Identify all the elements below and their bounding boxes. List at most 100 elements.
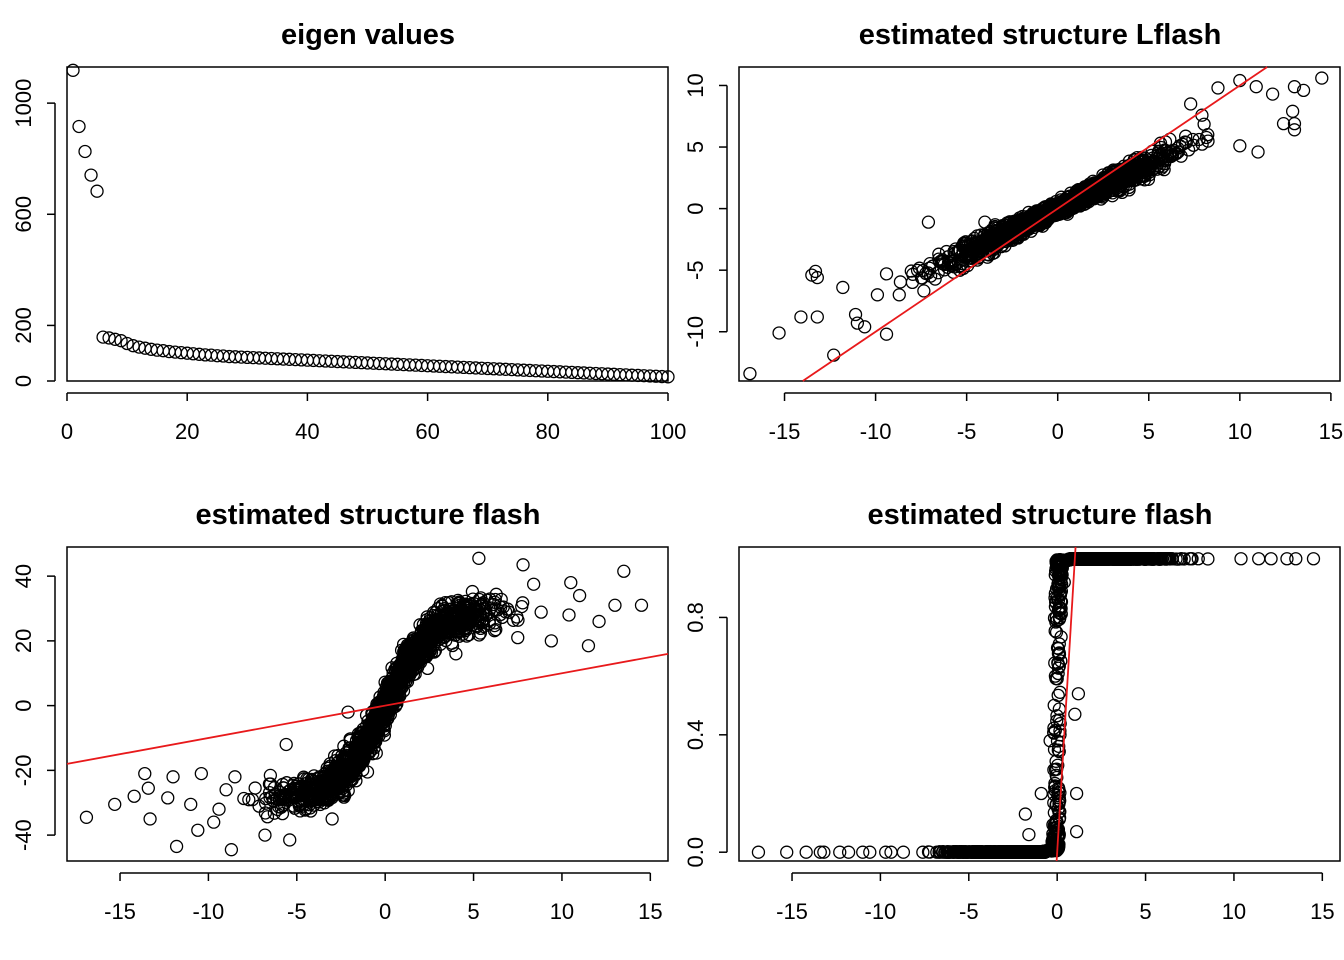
data-point [661, 370, 675, 384]
chart-title: estimated structure Lflash [859, 19, 1222, 51]
data-point [191, 823, 205, 837]
data-point [906, 267, 920, 281]
data-point [655, 369, 669, 384]
data-point [892, 288, 906, 302]
data-point [1285, 104, 1300, 118]
x-tick-label: -10 [193, 899, 225, 924]
data-point [161, 791, 175, 805]
data-point [219, 783, 233, 797]
x-tick-label: 15 [1319, 419, 1343, 444]
data-point [72, 119, 86, 134]
data-point [1287, 123, 1302, 137]
data-point [138, 766, 152, 781]
data-point [1138, 164, 1152, 178]
data-point [212, 802, 226, 816]
data-point [592, 614, 606, 629]
data-point [1199, 130, 1214, 145]
y-tick-label: 0 [11, 375, 36, 387]
panel-structure-flash-1: estimated structure flash -15 -10 -5 0 5 10 15… [11, 499, 669, 924]
x-tick-label: 20 [175, 419, 199, 444]
data-point [810, 310, 824, 324]
data-point [1287, 80, 1302, 94]
data-point [1138, 151, 1152, 165]
data-point [237, 791, 251, 806]
data-point [66, 63, 80, 77]
data-point [1195, 137, 1209, 151]
x-tick-label: -15 [104, 899, 136, 924]
data-point [917, 284, 931, 298]
data-point [572, 588, 587, 603]
data-point [964, 244, 979, 259]
data-point [879, 327, 894, 341]
data-point [976, 238, 990, 252]
data-point [1124, 165, 1138, 180]
x-tick-label: 40 [295, 419, 319, 444]
data-point [224, 843, 239, 857]
data-point [848, 307, 863, 322]
data-point [1178, 135, 1192, 149]
data-point [1296, 83, 1311, 98]
data-point [1251, 145, 1265, 159]
chart-title: eigen values [281, 19, 455, 51]
data-point [114, 334, 128, 348]
data-point [1066, 190, 1080, 205]
data-point [90, 184, 104, 198]
y-tick-label: 20 [11, 629, 36, 653]
data-point [1158, 144, 1172, 158]
reference-line [802, 66, 1268, 382]
data-point [544, 634, 558, 648]
data-point [794, 310, 808, 324]
data-point [127, 789, 141, 803]
data-point [1116, 170, 1130, 184]
data-point [120, 336, 134, 351]
data-point [963, 234, 978, 249]
data-point [870, 288, 885, 302]
data-point [772, 326, 786, 340]
data-point [810, 270, 824, 285]
data-point [893, 275, 908, 289]
data-point [1082, 192, 1096, 206]
data-point [79, 810, 94, 824]
data-point [143, 812, 157, 826]
data-point [910, 263, 925, 278]
data-point [283, 833, 297, 847]
data-point [1061, 203, 1075, 217]
data-point [1023, 220, 1037, 234]
data-point [84, 168, 98, 182]
data-point [78, 144, 92, 159]
data-point [564, 575, 578, 590]
data-point [836, 280, 850, 295]
data-point [1144, 148, 1159, 163]
data-point [808, 264, 823, 279]
x-tick-label: 0 [379, 899, 391, 924]
data-point [1086, 189, 1100, 204]
chart-title: estimated structure flash [868, 499, 1213, 531]
scatter-points [79, 551, 649, 857]
y-tick-label: 0 [11, 699, 36, 711]
x-tick-label: 80 [536, 419, 560, 444]
data-point [166, 770, 180, 784]
scatter-cloud [237, 584, 548, 824]
data-point [1153, 149, 1167, 163]
plot-frame [66, 546, 669, 862]
x-tick-label: -10 [860, 419, 892, 444]
data-point [1048, 204, 1063, 218]
plot-frame [738, 66, 1341, 382]
y-tick-label: 10 [683, 73, 708, 97]
data-point [1096, 181, 1110, 195]
data-point [252, 799, 266, 813]
scatter-points [743, 71, 1329, 381]
data-point [975, 244, 990, 259]
data-point [108, 797, 122, 812]
data-point [850, 316, 865, 330]
y-tick-label: -5 [683, 260, 708, 280]
data-point [325, 812, 339, 826]
x-tick-label: -5 [287, 899, 307, 924]
data-point [634, 598, 649, 612]
x-tick-label: 5 [467, 899, 479, 924]
y-tick-label: 1000 [11, 79, 36, 128]
